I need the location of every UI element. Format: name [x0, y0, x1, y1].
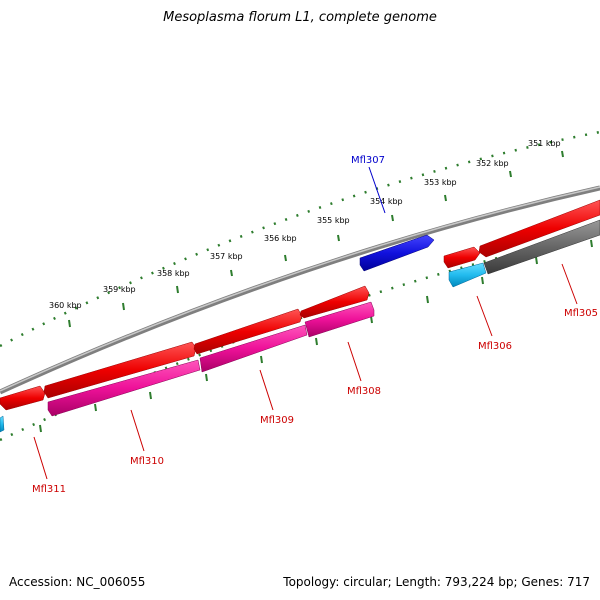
tick-label: 351 kbp: [528, 139, 561, 148]
label-leader-line: [259, 369, 274, 411]
gene-label-mfl308[interactable]: Mfl308: [347, 386, 381, 397]
genome-backbone: [0, 185, 600, 395]
outer-scale-ring: [0, 130, 600, 348]
gene-arrow[interactable]: [43, 341, 197, 399]
gene-arrow[interactable]: [193, 308, 303, 355]
tick-label: 359 kbp: [103, 285, 136, 294]
map-title: Mesoplasma florum L1, complete genome: [163, 10, 437, 25]
gene-arrow[interactable]: [443, 246, 481, 269]
label-leader-line: [368, 166, 386, 214]
tick-label: 358 kbp: [157, 269, 190, 278]
genome-backbone-highlight: [0, 186, 600, 392]
gene-arrow[interactable]: [359, 234, 435, 272]
gene-arrow[interactable]: [478, 199, 600, 258]
label-leader-line: [561, 263, 578, 305]
gene-label-mfl309[interactable]: Mfl309: [260, 415, 294, 426]
gene-label-mfl310[interactable]: Mfl310: [130, 456, 164, 467]
gene-label-mfl306[interactable]: Mfl306: [478, 341, 512, 352]
label-leader-line: [130, 409, 145, 452]
tick-label: 354 kbp: [370, 197, 403, 206]
tick-label: 353 kbp: [424, 178, 457, 187]
gene-arrow[interactable]: [448, 262, 487, 288]
tick-label: 356 kbp: [264, 234, 297, 243]
label-leader-line: [33, 436, 48, 480]
gene-label-mfl305[interactable]: Mfl305: [564, 308, 598, 319]
gene-label-mfl307[interactable]: Mfl307: [351, 155, 385, 166]
tick-label: 352 kbp: [476, 159, 509, 168]
tick-label: 360 kbp: [49, 301, 82, 310]
genome-summary-text: Topology: circular; Length: 793,224 bp; …: [283, 575, 590, 589]
accession-text: Accession: NC_006055: [9, 575, 146, 589]
label-leader-line: [476, 295, 493, 337]
gene-arrow[interactable]: [47, 359, 201, 417]
gene-arrow[interactable]: [483, 219, 600, 275]
tick-label: 357 kbp: [210, 252, 243, 261]
gene-arrow[interactable]: [199, 324, 308, 373]
gene-arrow[interactable]: [299, 285, 370, 319]
inner-major-ticks: [39, 239, 593, 433]
gene-arrow[interactable]: [0, 385, 46, 411]
gene-arrow[interactable]: [0, 415, 5, 433]
tick-label: 355 kbp: [317, 216, 350, 225]
label-leader-line: [347, 341, 362, 382]
gene-label-mfl311[interactable]: Mfl311: [32, 484, 66, 495]
outer-major-ticks: [68, 150, 564, 328]
gene-arrow[interactable]: [304, 301, 375, 338]
